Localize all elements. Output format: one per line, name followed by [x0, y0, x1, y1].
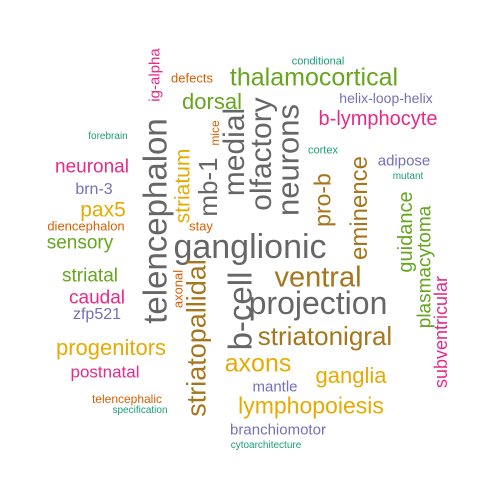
word-ganglionic: ganglionic: [173, 228, 327, 266]
word-eminence: eminence: [346, 155, 373, 261]
word-guidance: guidance: [395, 191, 417, 273]
word-telencephalic: telencephalic: [91, 392, 163, 406]
word-brn-3: brn-3: [75, 181, 113, 198]
word-thalamocortical: thalamocortical: [229, 63, 399, 92]
word-dorsal: dorsal: [182, 89, 242, 114]
word-striatum: striatum: [171, 148, 195, 224]
word-sensory: sensory: [46, 232, 114, 254]
word-axons: axons: [224, 349, 292, 378]
word-specification: specification: [112, 405, 168, 416]
word-mb-1: mb-1: [193, 157, 223, 217]
word-striatal: striatal: [62, 265, 118, 287]
word-mantle: mantle: [252, 378, 298, 396]
word-caudal: caudal: [69, 287, 125, 309]
word-mutant: mutant: [392, 171, 424, 182]
word-helix-loop-helix: helix-loop-helix: [339, 90, 433, 106]
word-neuronal: neuronal: [55, 156, 129, 178]
word-olfactory: olfactory: [245, 97, 278, 211]
word-forebrain: forebrain: [88, 131, 128, 142]
word-subventricular: subventricular: [431, 275, 451, 389]
word-pro-b: pro-b: [309, 173, 336, 227]
word-ganglia: ganglia: [315, 363, 387, 388]
word-progenitors: progenitors: [55, 335, 167, 360]
word-striatopallidal: striatopallidal: [181, 259, 212, 417]
word-adipose: adipose: [377, 152, 431, 170]
word-ig-alpha: ig-alpha: [146, 48, 164, 102]
word-pax5: pax5: [80, 198, 126, 222]
word-zfp521: zfp521: [72, 306, 122, 323]
word-mice: mice: [208, 120, 222, 146]
word-conditional: conditional: [291, 55, 345, 68]
word-ventral: ventral: [274, 261, 362, 294]
word-defects: defects: [171, 70, 213, 86]
word-postnatal: postnatal: [70, 362, 140, 382]
word-cytoarchitecture: cytoarchitecture: [230, 440, 302, 451]
word-branchiomotor: branchiomotor: [230, 421, 326, 439]
word-b-lymphocyte: b-lymphocyte: [318, 108, 438, 130]
word-cortex: cortex: [308, 144, 338, 157]
word-b-cell: b-cell: [221, 271, 259, 351]
word-striatonigral: striatonigral: [257, 321, 393, 351]
word-projection: projection: [248, 285, 388, 321]
word-axonal: axonal: [170, 269, 186, 309]
word-lymphopoiesis: lymphopoiesis: [238, 392, 384, 419]
word-stay: stay: [189, 218, 213, 234]
word-diencephalon: diencephalon: [47, 218, 125, 234]
word-telencephalon: telencephalon: [136, 118, 174, 324]
